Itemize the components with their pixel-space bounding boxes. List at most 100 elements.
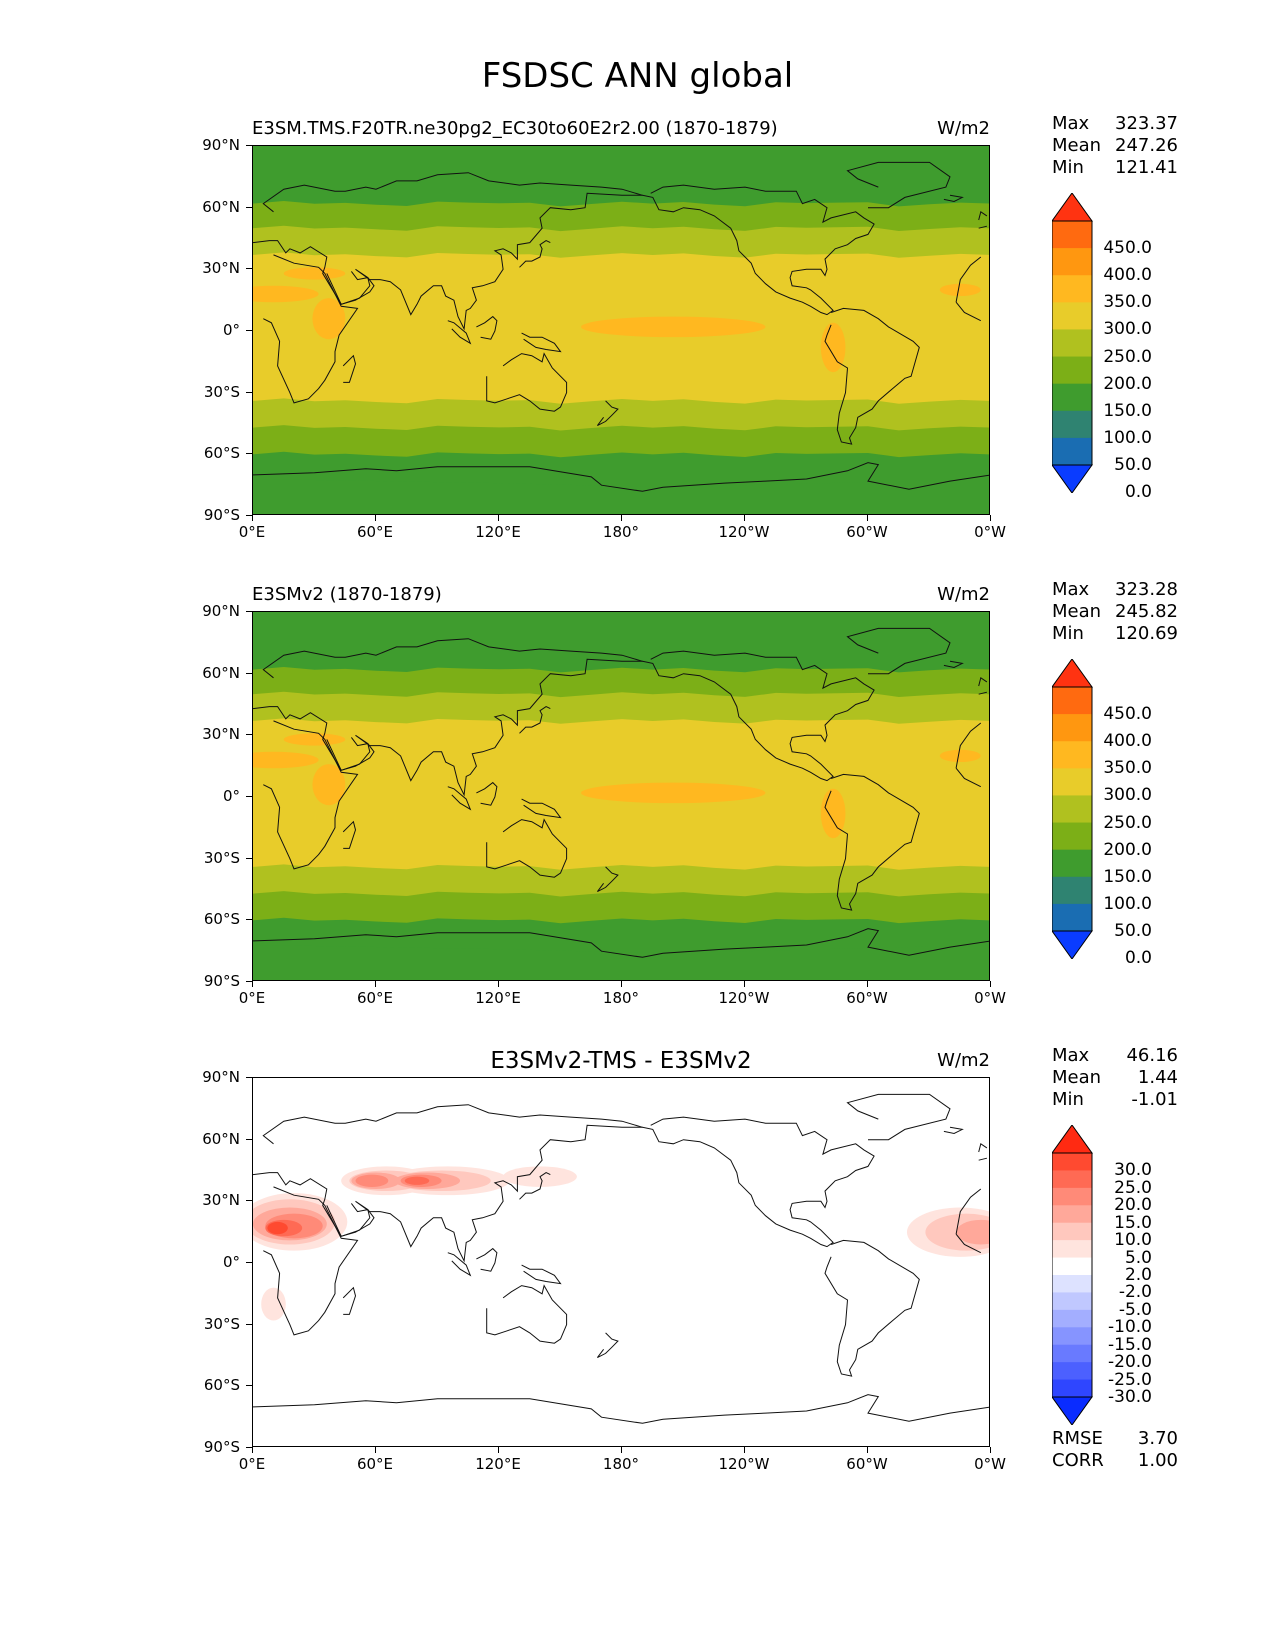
mean-label: Mean [1052, 135, 1102, 156]
x-tick-mark [744, 515, 745, 521]
x-tick-label: 60°E [356, 989, 394, 1007]
y-tick-mark [246, 145, 252, 146]
colorbar-label: -15.0 [1108, 1334, 1152, 1355]
max-label: Max [1052, 579, 1090, 600]
coastlines [253, 627, 989, 958]
colorbar-segment [1052, 329, 1092, 358]
coastline [846, 161, 951, 209]
coastline [824, 1239, 920, 1377]
x-tick-mark [867, 515, 868, 521]
y-tick-mark [246, 391, 252, 393]
x-tick-mark [252, 1447, 253, 1453]
coastline [342, 820, 357, 849]
colorbar-extend-top [1052, 193, 1093, 222]
max-region [283, 267, 346, 280]
colorbar-label: 350.0 [1103, 758, 1152, 779]
x-tick-label: 180° [602, 1455, 640, 1473]
stats-box: Max 323.28 Mean 245.82 Min 120.69 [1052, 579, 1178, 645]
coastline [846, 1093, 951, 1141]
y-tick-label: 60°S [203, 910, 240, 929]
coastline [263, 1186, 982, 1336]
coastline [943, 194, 964, 203]
x-tick-mark [252, 981, 253, 987]
coastline [521, 798, 562, 819]
x-tick-mark [744, 1447, 745, 1453]
coastline [253, 462, 989, 492]
colorbar-label: 200.0 [1103, 373, 1152, 394]
coastline [253, 1124, 643, 1263]
min-value: -1.01 [1131, 1089, 1178, 1110]
colorbar-segment [1052, 248, 1092, 276]
min-value: 121.41 [1115, 157, 1178, 178]
y-tick-label: 60°S [203, 1376, 240, 1395]
coastline [262, 1104, 643, 1145]
rmse-box: RMSE 3.70 CORR 1.00 [1052, 1428, 1178, 1472]
y-tick-label: 30°S [203, 848, 240, 867]
coastlines [253, 161, 989, 492]
min-value: 120.69 [1115, 623, 1178, 644]
mean-value: 245.82 [1115, 601, 1178, 622]
max-region [581, 782, 766, 804]
coastline [596, 400, 619, 427]
colorbar-segment [1052, 714, 1092, 742]
colorbar: 30.0 25.0 20.0 15.0 10.0 5.0 2.0 -2.0 -5.0 -10.0-… [1052, 1125, 1172, 1425]
colorbar-segment [1052, 1309, 1092, 1328]
colorbar-segment [1052, 876, 1092, 905]
y-tick-label: 60°N [202, 663, 240, 682]
antarctic-band [253, 945, 989, 980]
colorbar-label: 450.0 [1103, 704, 1152, 725]
max-region [312, 298, 346, 340]
colorbar-segment [1052, 1344, 1092, 1363]
colorbar-label: 10.0 [1114, 1230, 1152, 1251]
x-tick-label: 0°E [238, 1455, 266, 1473]
y-tick-mark [246, 1138, 252, 1140]
panel-title: E3SMv2-TMS - E3SMv2 [490, 1048, 752, 1074]
y-tick-label: 0° [222, 787, 240, 805]
y-tick-label: 90°N [202, 1068, 240, 1086]
panel-reference: E3SMv2 (1870-1879) W/m2 Max 323.28 Mean 24… [0, 466, 1275, 1007]
mean-label: Mean [1052, 601, 1102, 622]
x-tick-mark [744, 981, 745, 987]
diff-contour [261, 1287, 286, 1321]
colorbar-extend-top [1052, 1125, 1093, 1154]
y-tick-label: 30°S [203, 1314, 240, 1333]
colorbar-label: 0.0 [1124, 482, 1152, 503]
x-tick-mark [375, 1447, 376, 1453]
y-tick-label: 90°N [202, 136, 240, 154]
coastline [642, 650, 875, 782]
coastline [596, 866, 619, 893]
coastline [978, 676, 988, 695]
x-tick-mark [621, 1447, 622, 1453]
coastline [326, 737, 375, 771]
coastline [519, 706, 551, 734]
y-tick-label: 60°N [202, 1129, 240, 1148]
coastline [342, 354, 357, 383]
y-tick-mark [246, 857, 252, 859]
coastline [824, 307, 920, 445]
x-tick-label: 120°W [718, 523, 770, 541]
colorbar-label: 250.0 [1103, 346, 1152, 367]
coastline [486, 818, 568, 878]
colorbar-segment [1052, 1205, 1092, 1224]
max-label: Max [1052, 113, 1090, 134]
colorbar-segment [1052, 1170, 1092, 1189]
colorbar-frame [1052, 220, 1093, 466]
diff-background [253, 1078, 989, 1446]
stats-box: Max 46.16 Mean 1.44 Min -1.01 [1052, 1045, 1178, 1111]
x-tick-label: 0°W [974, 1455, 1006, 1473]
panel-title: E3SM.TMS.F20TR.ne30pg2_EC30to60E2r2.00 (… [252, 118, 778, 139]
colorbar-label: -10.0 [1108, 1317, 1152, 1338]
colorbar-frame [1052, 686, 1093, 932]
colorbar-label: 300.0 [1103, 319, 1152, 340]
y-tick-label: 30°N [202, 259, 240, 278]
y-tick-label: 90°S [203, 972, 240, 990]
colorbar-segment [1052, 356, 1092, 385]
coastline [253, 1394, 989, 1424]
map-area [252, 611, 990, 981]
colorbar-segment [1052, 1275, 1092, 1293]
max-region [581, 316, 766, 338]
max-value: 323.37 [1115, 113, 1178, 134]
x-tick-mark [867, 1447, 868, 1453]
coastline [253, 658, 643, 797]
coastline [447, 320, 472, 345]
